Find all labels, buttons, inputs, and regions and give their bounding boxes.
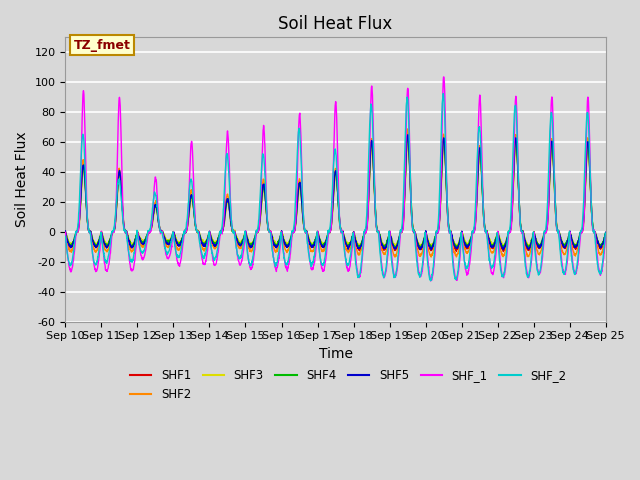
SHF_2: [351, 250, 359, 256]
SHF1: [554, 228, 562, 234]
Line: SHF3: SHF3: [65, 139, 605, 247]
SHF_2: [554, 227, 562, 233]
SHF_2: [570, 267, 577, 273]
SHF2: [363, 224, 371, 229]
Y-axis label: Soil Heat Flux: Soil Heat Flux: [15, 132, 29, 228]
SHF5: [61, 228, 69, 234]
SHF3: [61, 229, 69, 235]
SHF5: [493, 235, 500, 241]
SHF1: [570, 242, 577, 248]
Line: SHF_2: SHF_2: [65, 94, 605, 281]
SHF2: [493, 234, 500, 240]
SHF4: [554, 230, 562, 236]
SHF4: [602, 230, 609, 236]
SHF5: [404, 132, 412, 138]
SHF2: [554, 229, 562, 235]
SHF3: [212, 239, 220, 244]
SHF4: [212, 241, 220, 247]
SHF_2: [363, 213, 371, 218]
SHF_1: [351, 245, 359, 251]
SHF4: [570, 240, 577, 246]
SHF1: [493, 235, 500, 240]
Line: SHF_1: SHF_1: [65, 77, 605, 281]
SHF3: [363, 227, 371, 232]
SHF2: [61, 231, 69, 237]
SHF2: [404, 126, 412, 132]
SHF3: [351, 233, 359, 239]
SHF_1: [493, 241, 500, 247]
SHF2: [391, 254, 399, 260]
SHF4: [493, 233, 500, 239]
SHF5: [212, 242, 220, 248]
SHF_1: [427, 278, 435, 284]
X-axis label: Time: Time: [319, 347, 353, 361]
SHF4: [61, 229, 69, 235]
SHF4: [363, 224, 371, 229]
Line: SHF2: SHF2: [65, 129, 605, 257]
SHF_2: [602, 231, 609, 237]
SHF3: [570, 239, 577, 244]
SHF5: [602, 229, 609, 235]
SHF5: [554, 229, 562, 235]
Title: Soil Heat Flux: Soil Heat Flux: [278, 15, 393, 33]
SHF3: [493, 233, 500, 239]
SHF3: [392, 244, 400, 250]
SHF_2: [61, 233, 69, 239]
SHF_1: [61, 229, 69, 235]
SHF1: [602, 230, 609, 236]
Legend: SHF1, SHF2, SHF3, SHF4, SHF5, SHF_1, SHF_2: SHF1, SHF2, SHF3, SHF4, SHF5, SHF_1, SHF…: [125, 365, 571, 406]
Line: SHF4: SHF4: [65, 136, 605, 248]
SHF1: [212, 241, 220, 247]
SHF2: [602, 229, 609, 235]
SHF4: [427, 245, 435, 251]
SHF1: [61, 229, 69, 235]
SHF3: [554, 229, 562, 235]
SHF_1: [602, 233, 609, 239]
SHF3: [404, 136, 412, 142]
SHF_1: [554, 228, 562, 234]
SHF_1: [570, 264, 577, 270]
SHF2: [212, 244, 220, 250]
SHF_2: [212, 254, 220, 260]
SHF_1: [363, 227, 371, 233]
SHF_2: [440, 91, 447, 96]
SHF5: [351, 235, 359, 240]
Line: SHF1: SHF1: [65, 135, 605, 252]
SHF3: [602, 230, 609, 236]
SHF_1: [440, 74, 447, 80]
SHF5: [570, 241, 577, 247]
Text: TZ_fmet: TZ_fmet: [74, 39, 131, 52]
SHF1: [363, 225, 371, 231]
SHF4: [351, 235, 359, 241]
SHF5: [363, 225, 371, 231]
SHF2: [570, 249, 577, 254]
Line: SHF5: SHF5: [65, 135, 605, 250]
SHF4: [404, 133, 412, 139]
SHF1: [404, 132, 412, 138]
SHF1: [499, 249, 507, 254]
SHF_2: [493, 234, 500, 240]
SHF_2: [427, 278, 435, 284]
SHF1: [351, 234, 359, 240]
SHF5: [499, 247, 507, 253]
SHF2: [351, 239, 359, 244]
SHF_1: [212, 261, 220, 266]
